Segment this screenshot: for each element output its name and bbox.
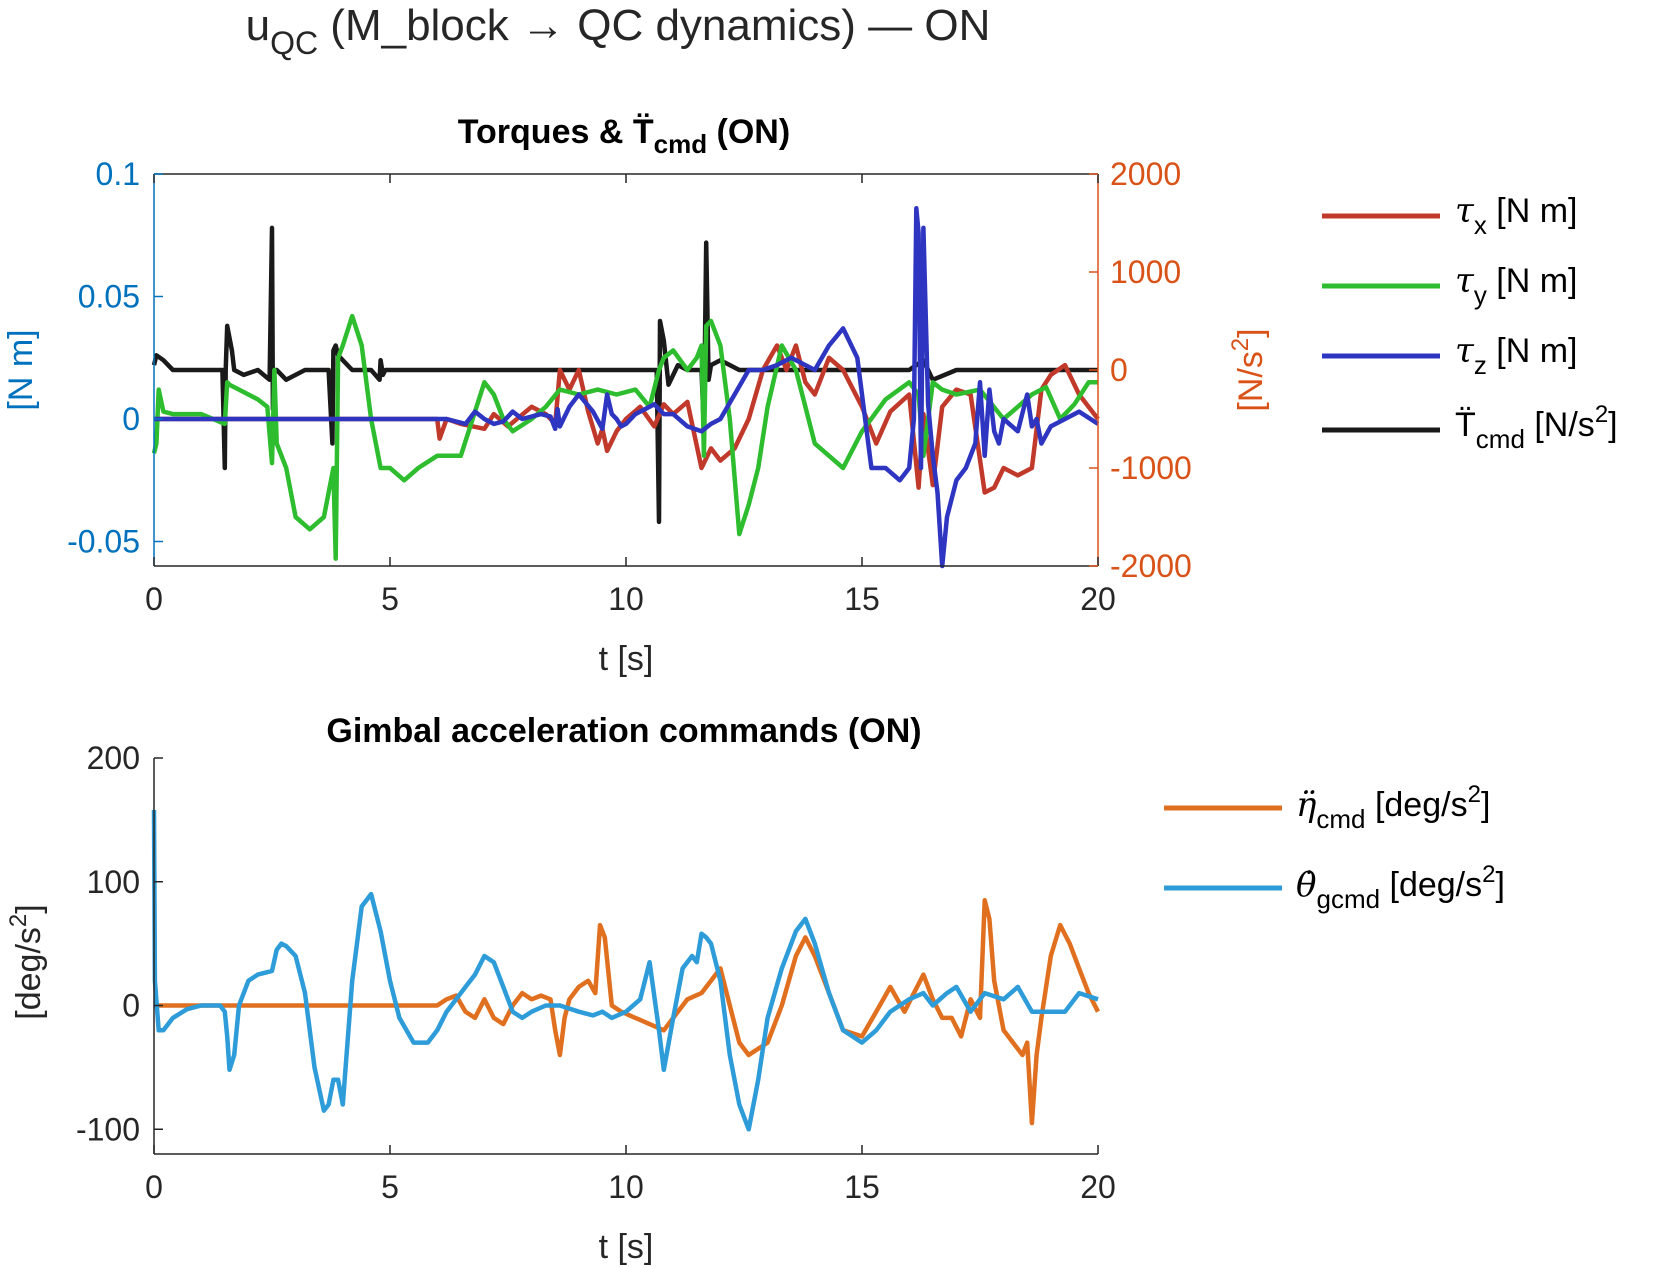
torques-title: Torques & T̈cmd (ON) xyxy=(458,113,790,159)
x-tick-label: 0 xyxy=(145,581,163,617)
y-tick-label: 100 xyxy=(87,864,140,900)
suptitle-main: u xyxy=(246,1,270,50)
torques-series-group xyxy=(151,206,1100,569)
y-right-tick-label: -1000 xyxy=(1110,450,1192,486)
y-tick-label: 0 xyxy=(122,988,140,1024)
series-line-tau-z xyxy=(154,206,1100,569)
x-tick-label: 20 xyxy=(1080,581,1116,617)
legend-item-tau-y[interactable]: τy [N m] xyxy=(1322,261,1577,310)
gimbal-plot-area xyxy=(154,758,1098,1154)
legend-label-t-cmd: T̈cmd [N/s2] xyxy=(1455,401,1618,454)
y-left-tick-label: 0 xyxy=(122,401,140,437)
x-tick-label: 10 xyxy=(608,1169,644,1205)
series-line-theta-gcmd xyxy=(151,809,1099,1132)
legend-label-eta-cmd: η̈cmd [deg/s2] xyxy=(1296,781,1490,834)
series-line-T-cmd xyxy=(151,225,1098,525)
y-right-tick-label: 2000 xyxy=(1110,156,1181,192)
y-left-tick-label: -0.05 xyxy=(67,524,140,560)
x-tick-label: 10 xyxy=(608,581,644,617)
y-tick-label: 200 xyxy=(87,740,140,776)
gimbal-legend: η̈cmd [deg/s2] θ̇gcmd [deg/s2] xyxy=(1164,781,1505,914)
x-tick-label: 15 xyxy=(844,581,880,617)
legend-item-eta-cmd[interactable]: η̈cmd [deg/s2] xyxy=(1164,781,1490,834)
legend-item-t-cmd[interactable]: T̈cmd [N/s2] xyxy=(1322,401,1618,454)
y-right-tick-label: 1000 xyxy=(1110,254,1181,290)
legend-label-tau-y: τy [N m] xyxy=(1455,261,1577,310)
gimbal-axes: Gimbal acceleration commands (ON) 0 5 10 15… xyxy=(5,712,1505,1266)
y-right-tick-label: 0 xyxy=(1110,352,1128,388)
suptitle-rest: (M_block → QC dynamics) — ON xyxy=(318,1,990,50)
gimbal-ylabel: [deg/s2] xyxy=(5,904,48,1019)
legend-label-tau-z: τz [N m] xyxy=(1455,331,1577,380)
figure-suptitle: uQC (M_block → QC dynamics) — ON xyxy=(246,1,991,61)
legend-label-theta-gcmd: θ̇gcmd [deg/s2] xyxy=(1296,861,1505,914)
x-tick-label: 5 xyxy=(381,1169,399,1205)
series-line-eta-cmd xyxy=(154,898,1101,1126)
x-tick-label: 20 xyxy=(1080,1169,1116,1205)
y-left-tick-label: 0.1 xyxy=(96,156,140,192)
y-left-tick-label: 0.05 xyxy=(78,279,140,315)
legend-item-tau-z[interactable]: τz [N m] xyxy=(1322,331,1577,380)
x-tick-label: 15 xyxy=(844,1169,880,1205)
torques-ylabel-right: [N/s2] xyxy=(1227,328,1270,411)
legend-label-tau-x: τx [N m] xyxy=(1455,191,1577,240)
torques-legend: τx [N m] τy [N m] τz [N m] T̈cmd [N/s2] xyxy=(1322,191,1618,454)
gimbal-series-group xyxy=(151,809,1101,1132)
torques-ylabel-left: [N m] xyxy=(2,329,40,410)
gimbal-xlabel: t [s] xyxy=(599,1228,654,1266)
torques-xlabel: t [s] xyxy=(599,640,654,678)
suptitle-sub: QC xyxy=(270,25,318,61)
y-right-tick-label: -2000 xyxy=(1110,548,1192,584)
torques-axes: Torques & T̈cmd (ON) 0 5 10 15 20-0.0500.050… xyxy=(2,113,1618,678)
legend-item-tau-x[interactable]: τx [N m] xyxy=(1322,191,1577,240)
x-tick-label: 0 xyxy=(145,1169,163,1205)
x-tick-label: 5 xyxy=(381,581,399,617)
gimbal-title: Gimbal acceleration commands (ON) xyxy=(326,712,921,750)
legend-item-theta-gcmd[interactable]: θ̇gcmd [deg/s2] xyxy=(1164,861,1505,914)
y-tick-label: -100 xyxy=(76,1111,140,1147)
